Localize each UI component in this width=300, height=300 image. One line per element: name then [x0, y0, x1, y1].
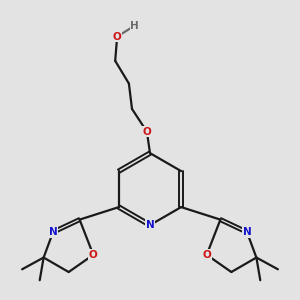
Text: N: N — [146, 220, 154, 230]
Text: O: O — [202, 250, 211, 260]
Text: O: O — [142, 127, 151, 136]
Text: O: O — [89, 250, 98, 260]
Text: N: N — [49, 227, 57, 237]
Text: N: N — [243, 227, 251, 237]
Text: O: O — [113, 32, 122, 42]
Text: H: H — [130, 21, 139, 31]
